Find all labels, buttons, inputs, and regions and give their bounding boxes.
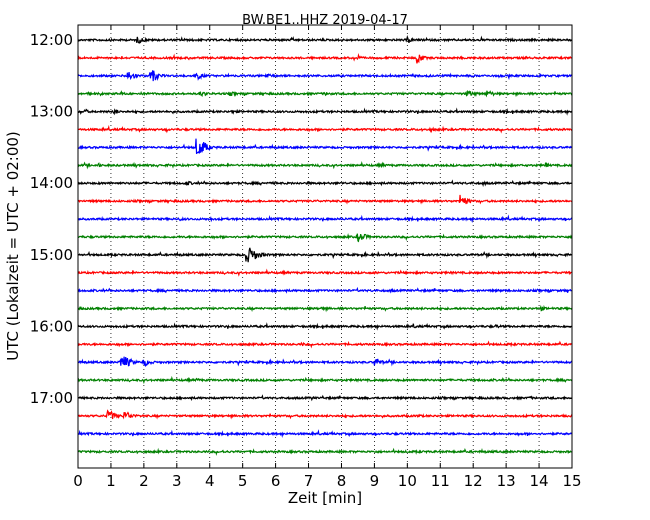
seismic-trace-1700 [77,394,573,402]
seismic-trace-1215 [77,52,573,65]
x-tick-label: 3 [172,472,182,490]
seismic-trace-1400 [77,179,573,188]
seismic-trace-1630 [77,356,573,367]
seismic-trace-1445 [77,232,573,243]
seismic-trace-1415 [77,194,573,205]
seismic-trace-1600 [77,322,573,331]
x-tick-label: 9 [370,472,380,490]
seismic-trace-1515 [77,268,573,277]
x-tick-label: 15 [562,472,581,490]
x-tick-label: 13 [497,472,516,490]
trace-group [77,34,573,456]
seismic-trace-1430 [77,214,573,224]
seismic-trace-1615 [77,340,573,349]
y-tick-label: 15:00 [30,246,73,264]
seismic-trace-1530 [77,286,573,294]
y-tick-label: 13:00 [30,103,73,121]
seismic-trace-1345 [77,161,573,170]
x-tick-label: 11 [431,472,450,490]
chart-title: BW.BE1..HHZ 2019-04-17 [242,13,408,28]
seismic-trace-1300 [77,107,573,116]
x-tick-label: 0 [73,472,83,490]
seismic-trace-1715 [77,409,573,420]
x-tick-label: 7 [304,472,314,490]
x-axis-label: Zeit [min] [288,489,362,507]
y-axis: 12:00 13:00 14:00 15:00 16:00 17:00 [30,31,572,407]
x-tick-label: 6 [271,472,281,490]
seismic-trace-1730 [77,429,573,438]
seismic-trace-1330 [77,138,573,155]
seismic-trace-1230 [77,70,573,82]
seismic-trace-1500 [77,247,573,263]
y-tick-label: 12:00 [30,31,73,49]
x-axis: 0 1 2 3 4 5 6 7 8 9 10 11 12 13 14 15 [73,25,582,490]
x-tick-label: 10 [398,472,417,490]
seismic-trace-1545 [77,304,573,313]
y-tick-label: 14:00 [30,174,73,192]
y-axis-label: UTC (Lokalzeit = UTC + 02:00) [4,131,22,361]
seismic-trace-1745 [77,447,573,456]
x-tick-label: 2 [139,472,149,490]
x-tick-label: 8 [337,472,347,490]
vertical-grid [110,25,540,468]
x-tick-label: 12 [464,472,483,490]
x-tick-label: 1 [106,472,116,490]
x-tick-label: 4 [205,472,215,490]
y-tick-label: 17:00 [30,389,73,407]
x-tick-label: 5 [238,472,248,490]
seismic-trace-1315 [77,124,573,134]
plot-frame [77,24,573,469]
seismic-trace-1200 [77,34,573,44]
x-tick-label: 14 [530,472,549,490]
seismic-trace-1245 [77,90,573,98]
y-tick-label: 16:00 [30,317,73,335]
seismic-trace-1645 [77,375,573,385]
